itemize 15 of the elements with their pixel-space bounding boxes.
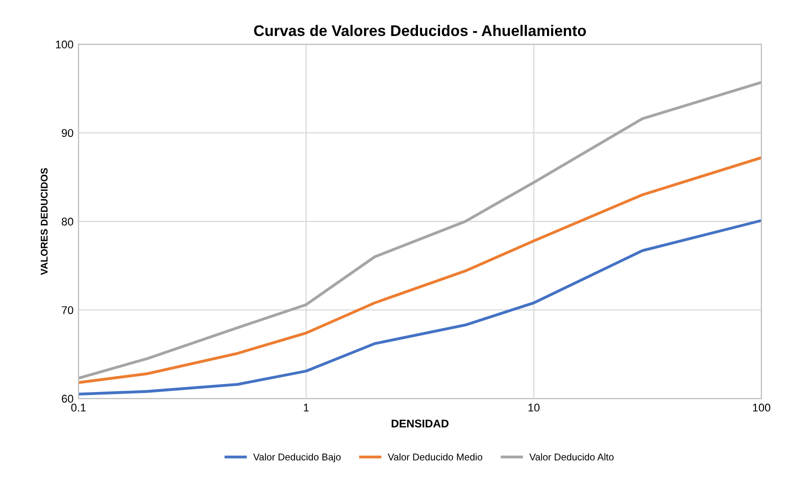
x-tick-label: 0.1 (71, 404, 86, 412)
x-tick-label: 100 (753, 404, 770, 412)
y-tick-label: 80 (62, 218, 74, 226)
x-tick-label: 1 (304, 404, 309, 412)
x-tick-label: 10 (528, 404, 540, 412)
legend-label: Valor Deducido Medio (388, 453, 482, 460)
y-tick-label: 100 (56, 40, 74, 48)
y-axis-title: VALORES DEDUCIDOS (40, 168, 48, 275)
legend-label: Valor Deducido Alto (529, 453, 614, 460)
y-tick-label: 90 (62, 129, 74, 137)
legend-label: Valor Deducido Bajo (253, 453, 341, 462)
x-axis-title: DENSIDAD (392, 420, 449, 428)
y-tick-label: 70 (62, 306, 74, 314)
chart-title: Curvas de Valores Deducidos - Ahuellamiento (254, 24, 586, 36)
y-tick-label: 60 (62, 394, 74, 403)
